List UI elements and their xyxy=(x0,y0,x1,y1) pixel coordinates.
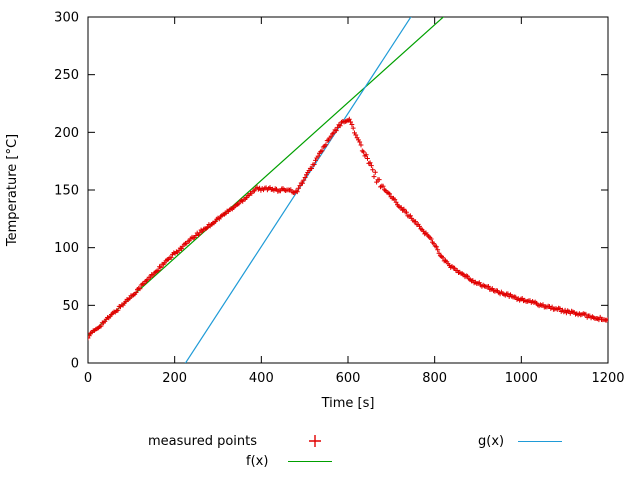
y-tick-label: 50 xyxy=(62,299,79,314)
y-tick-label: 150 xyxy=(54,184,79,199)
x-tick-label: 800 xyxy=(422,371,447,386)
x-tick-label: 600 xyxy=(336,371,361,386)
x-tick-label: 400 xyxy=(249,371,274,386)
x-tick-label: 1000 xyxy=(505,371,538,386)
y-axis-title: Temperature [°C] xyxy=(5,134,20,247)
y-tick-label: 200 xyxy=(54,126,79,141)
x-axis-title: Time [s] xyxy=(321,396,375,411)
y-tick-label: 250 xyxy=(54,68,79,83)
y-tick-label: 0 xyxy=(71,357,79,372)
x-tick-label: 1200 xyxy=(591,371,624,386)
x-tick-label: 200 xyxy=(162,371,187,386)
y-tick-label: 300 xyxy=(54,11,79,26)
y-tick-label: 100 xyxy=(54,241,79,256)
gx-line xyxy=(184,17,412,363)
plot-border xyxy=(87,16,609,364)
x-tick-label: 0 xyxy=(84,371,92,386)
x-axis: 0 200 400 600 800 1000 1200 xyxy=(84,17,625,386)
measured-points-series xyxy=(88,116,608,341)
fx-line xyxy=(88,17,445,337)
y-axis: 0 50 100 150 200 250 300 xyxy=(54,11,608,372)
